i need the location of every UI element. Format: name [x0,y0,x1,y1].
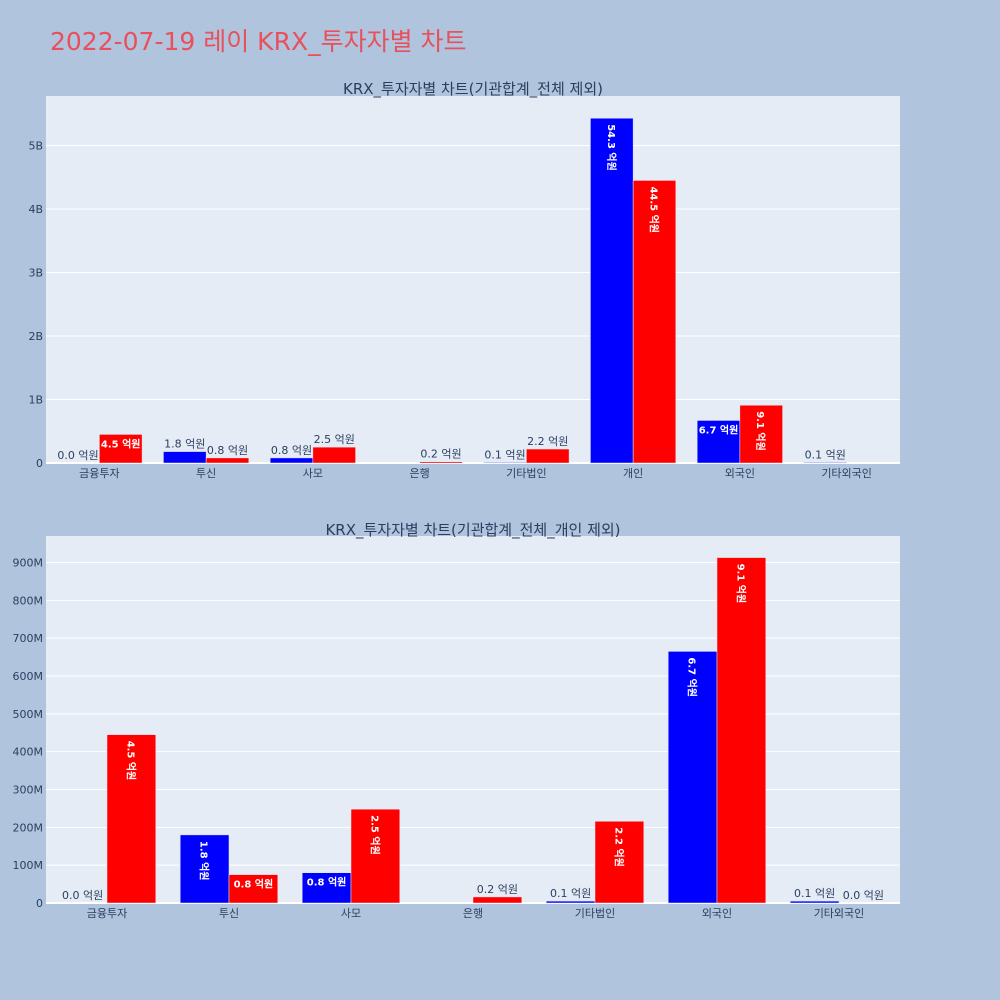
data-label: 0.8 억원 [234,878,274,891]
y-tick-label: 200M [13,821,44,834]
data-label: 0.0 억원 [843,889,884,902]
x-tick-label: 사모 [341,907,361,920]
data-label: 0.1 억원 [805,448,846,461]
data-label: 54.3 억원 [605,124,618,171]
bar-sell [99,434,143,464]
y-tick-label: 5B [28,140,43,153]
x-tick-label: 은행 [463,907,483,920]
y-tick-label: 500M [13,708,44,721]
data-label: 4.5 억원 [124,741,137,781]
bar-sell [594,821,645,904]
bar-sell [106,734,157,904]
y-tick-label: 700M [13,632,44,645]
data-label: 1.8 억원 [164,438,205,451]
y-tick-label: 900M [13,556,44,569]
data-label: 9.1 억원 [734,564,747,604]
bar-sell [350,808,401,904]
data-label: 6.7 억원 [686,657,699,697]
bar-buy [483,462,527,464]
y-tick-label: 400M [13,746,44,759]
y-tick-label: 0 [36,457,43,470]
y-tick-label: 600M [13,670,44,683]
data-label: 9.1 억원 [754,411,767,451]
data-label: 2.5 억원 [368,815,381,855]
bar-sell [472,896,523,904]
bar-sell [205,457,250,464]
data-label: 0.8 억원 [271,444,312,457]
bar-sell [716,557,767,904]
y-tick-label: 0 [36,897,43,910]
x-tick-label: 기타외국인 [814,907,865,920]
page-title: 2022-07-19 레이 KRX_투자자별 차트 [50,27,467,56]
bar-buy [696,420,741,464]
data-label: 2.2 억원 [527,435,568,448]
bar-buy [545,900,596,904]
plot-area [46,536,900,903]
data-label: 4.5 억원 [101,437,141,450]
chart-title: KRX_투자자별 차트(기관합계_전체_개인 제외) [325,521,620,540]
y-tick-label: 1B [28,394,43,407]
bar-buy [269,457,314,464]
y-tick-label: 2B [28,330,43,343]
bar-buy [163,451,207,464]
data-label: 0.8 억원 [207,444,248,457]
data-label: 0.1 억원 [794,887,835,900]
x-tick-label: 외국인 [725,467,755,480]
bar-buy [789,900,840,904]
data-label: 44.5 억원 [647,186,660,233]
data-label: 0.2 억원 [477,883,518,896]
bar-buy [803,462,847,464]
bar-sell [228,874,279,904]
bar-buy [667,651,718,904]
x-tick-label: 개인 [623,467,643,480]
chart-bottom: 0 100M 200M 300M 400M 500M 600M 700M 800M 900M KRX… [13,521,900,920]
data-label: 0.0 억원 [62,889,103,902]
y-tick-label: 300M [13,783,44,796]
bar-buy [590,117,634,464]
chart-top: 0 1B 2B 3B 4B 5B KRX_투자자별 차트(기관합계_전체 제외) 금융투자 0.… [28,80,900,480]
data-label: 0.1 억원 [484,448,525,461]
bar-sell [632,180,677,464]
data-label: 0.8 억원 [307,876,347,889]
x-tick-label: 기타외국인 [821,467,872,480]
plot-area [46,96,900,463]
x-tick-label: 투신 [219,907,239,920]
x-tick-label: 외국인 [702,907,732,920]
x-tick-label: 투신 [196,467,216,480]
data-label: 0.2 억원 [420,448,461,461]
chart-title: KRX_투자자별 차트(기관합계_전체 제외) [343,80,603,99]
bar-sell [739,404,783,464]
y-tick-label: 800M [13,594,44,607]
data-label: 0.1 억원 [550,887,591,900]
bar-sell [526,448,570,464]
x-tick-label: 기타법인 [506,467,546,480]
data-label: 1.8 억원 [198,841,211,881]
x-tick-label: 금융투자 [79,467,119,480]
bar-sell [312,446,356,464]
y-tick-label: 3B [28,267,43,280]
y-tick-label: 100M [13,859,44,872]
y-tick-label: 4B [28,203,43,216]
x-tick-label: 기타법인 [575,907,615,920]
x-tick-label: 금융투자 [87,907,127,920]
bar-buy [179,834,230,904]
data-label: 6.7 억원 [699,423,739,436]
x-tick-label: 사모 [303,467,323,480]
data-label: 0.0 억원 [57,449,98,462]
data-label: 2.5 억원 [314,433,355,446]
x-tick-label: 은행 [410,467,430,480]
data-label: 2.2 억원 [612,827,625,867]
bar-sell [419,461,463,464]
